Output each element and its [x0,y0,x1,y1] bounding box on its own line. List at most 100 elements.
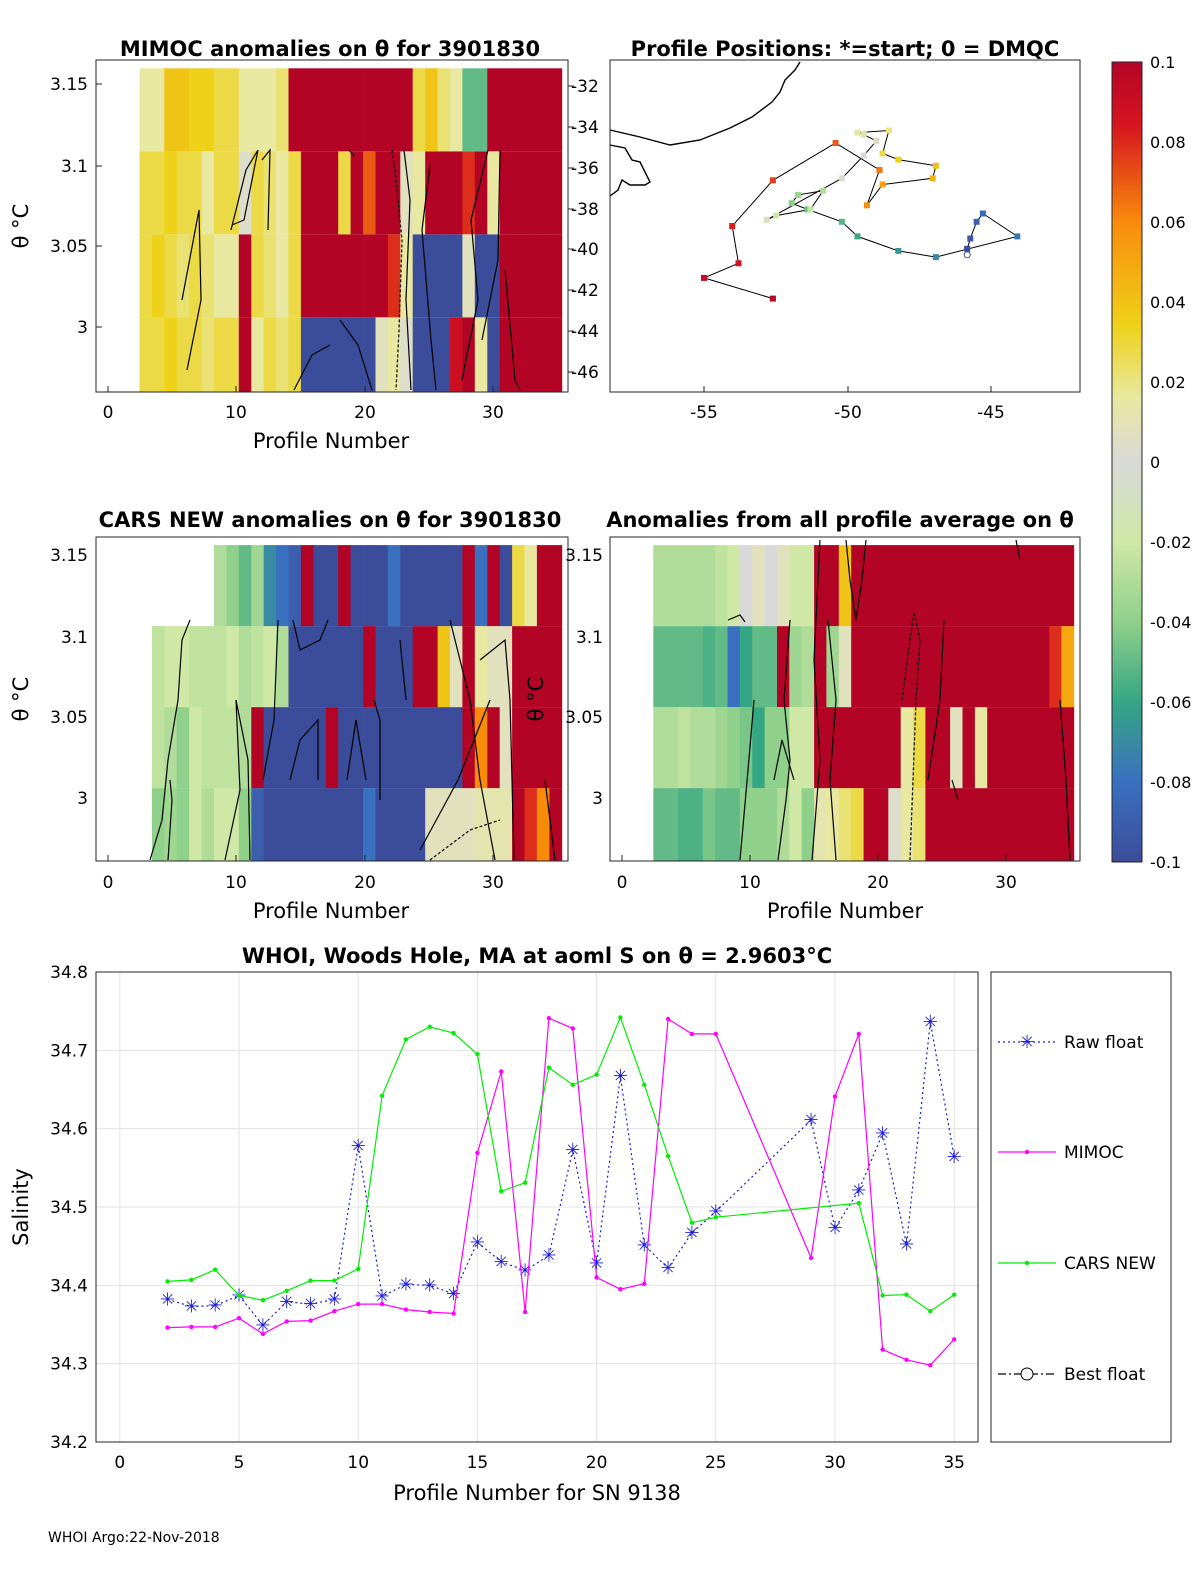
avg-cell [913,545,926,627]
avg-cell [1049,545,1062,627]
mimoc-cell [226,151,240,235]
mimoc-cell [325,317,339,392]
cars-xtick-0: 0 [103,873,114,893]
mimoc-ytick-3.15: 3.15 [50,75,88,95]
salinity-xtick: 20 [586,1453,608,1473]
series-point-cars-new [522,1180,528,1185]
salinity-ytick: 34.3 [50,1355,88,1375]
salinity-xtick: 15 [467,1453,489,1473]
cars-cell [288,707,302,789]
avg-cell [739,545,753,627]
cars-cell [325,545,339,627]
avg-ytick-3: 3 [592,789,603,809]
cars-cell [375,707,389,789]
series-point-mimoc [594,1275,599,1280]
cars-cell [487,707,501,789]
series-point-raw-float: ✳ [923,1012,938,1033]
mimoc-cell [450,151,463,235]
mimoc-title: MIMOC anomalies on θ for 3901830 [120,37,540,61]
mimoc-cell [400,151,414,235]
mimoc-ytick-3.05: 3.05 [50,237,88,257]
mimoc-cell [276,68,289,152]
cars-ytick-3.05: 3.05 [50,708,88,728]
mimoc-cell [300,151,314,235]
series-point-cars-new [618,1015,623,1020]
avg-cell [801,545,815,627]
mimoc-cell [387,151,401,235]
mimoc-cell [400,317,414,392]
mimoc-cell [536,68,550,152]
cars-title: CARS NEW anomalies on θ for 3901830 [99,508,562,532]
mimoc-xtick-30: 30 [482,403,504,423]
cars-cell [512,788,525,861]
mimoc-cell [549,68,563,152]
legend-raw-marker: ✳ [1019,1032,1034,1053]
cars-cell [350,626,364,708]
avg-cell [863,545,877,627]
cars-cell [536,545,550,627]
mimoc-cell [276,151,289,235]
mimoc-cell [549,234,563,318]
cars-xtick-10: 10 [225,873,247,893]
avg-cell [950,707,963,789]
mimoc-cell [437,234,451,318]
series-point-mimoc [499,1069,504,1074]
avg-cell [900,545,914,627]
series-line-cars-new [167,1015,955,1312]
cars-cell [226,707,240,789]
avg-xtick-10: 10 [739,873,761,893]
series-point-raw-float: ✳ [160,1289,175,1310]
mimoc-cell [338,234,351,318]
avg-cell [987,707,1000,789]
cars-xtick-30: 30 [482,873,504,893]
map-profile-marker [964,245,971,252]
avg-cell [715,788,728,861]
avg-cell [875,545,889,627]
salinity-ytick: 34.2 [50,1433,88,1453]
cars-cell [300,545,314,627]
cars-cell [276,545,289,627]
legend-mimoc-label: MIMOC [1064,1143,1124,1163]
avg-ylabel: θ °C [524,677,548,722]
cars-cell [512,626,525,708]
mimoc-cell [288,234,302,318]
mimoc-cell [226,317,240,392]
map-xtick-55: -55 [690,403,718,423]
mimoc-cell [387,68,401,152]
series-point-raw-float: ✳ [565,1140,580,1161]
series-point-cars-new [236,1293,242,1298]
mimoc-cell [536,151,550,235]
map-ytick-38: -38 [571,200,599,220]
series-point-mimoc [403,1307,409,1312]
avg-ytick-3.15: 3.15 [565,546,603,566]
mimoc-cell [300,68,314,152]
cars-cell [176,626,190,708]
cars-cell [251,626,265,708]
mimoc-cell [437,317,451,392]
cars-cell [363,545,376,627]
mimoc-cell [350,151,364,235]
avg-cell [875,788,889,861]
series-point-raw-float: ✳ [637,1235,652,1256]
series-point-raw-float: ✳ [684,1223,699,1244]
map-profile-marker [895,247,902,254]
cars-cell [151,788,165,861]
mimoc-cell [338,151,351,235]
mimoc-cell [238,317,252,392]
mimoc-cell [214,68,227,152]
cars-cell [288,626,302,708]
avg-cell [1036,788,1050,861]
mimoc-cell [201,68,215,152]
avg-cell [999,707,1013,789]
series-point-mimoc [808,1255,814,1261]
cars-cell [487,788,501,861]
cars-cell [214,788,227,861]
mimoc-cell [288,151,302,235]
mimoc-cell [363,68,376,152]
series-point-raw-float: ✳ [422,1275,437,1296]
avg-cell [950,545,963,627]
legend-raw-label: Raw float [1064,1033,1144,1053]
cars-cell [201,788,215,861]
avg-cell [900,626,914,708]
